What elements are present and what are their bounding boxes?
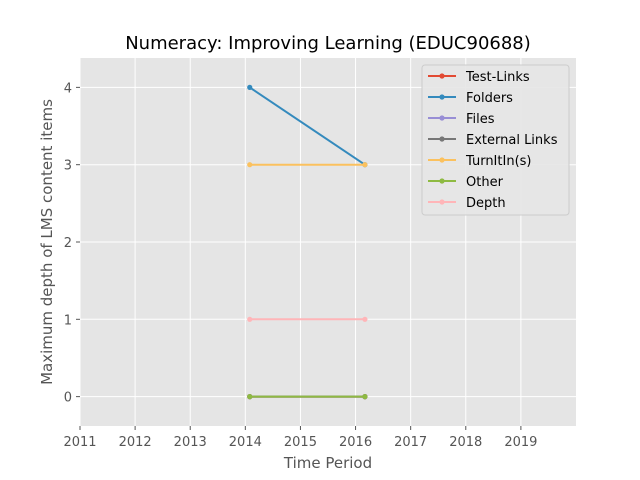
legend-label: Depth <box>466 196 506 211</box>
x-tick-label: 2011 <box>63 435 96 450</box>
x-tick-label: 2012 <box>119 435 152 450</box>
legend-marker <box>439 157 445 163</box>
legend-marker <box>439 115 445 121</box>
series-turnitin-s <box>247 162 368 168</box>
y-tick-label: 0 <box>64 391 72 406</box>
legend-item: Files <box>428 112 495 127</box>
legend-label: External Links <box>466 133 558 148</box>
data-point <box>247 162 253 168</box>
legend-item: Depth <box>428 196 506 211</box>
y-tick-label: 2 <box>64 236 72 251</box>
y-axis-label: Maximum depth of LMS content items <box>38 99 56 385</box>
data-point <box>247 84 253 90</box>
legend-label: Other <box>466 175 504 190</box>
y-tick-label: 4 <box>64 81 72 96</box>
legend-label: TurnItIn(s) <box>465 154 531 169</box>
data-point <box>362 394 368 400</box>
data-point <box>247 394 253 400</box>
series-line <box>249 86 366 166</box>
legend-marker <box>439 178 445 184</box>
legend-item: TurnItIn(s) <box>428 154 531 169</box>
legend-item: External Links <box>428 133 558 148</box>
x-axis-ticks: 2011 2012 2013 2014 2015 2016 2017 2018 2019 <box>63 426 537 450</box>
legend-marker <box>439 94 445 100</box>
x-tick-label: 2014 <box>229 435 262 450</box>
x-tick-label: 2017 <box>394 435 427 450</box>
y-tick-label: 3 <box>64 159 72 174</box>
series-depth <box>247 316 368 322</box>
x-tick-label: 2016 <box>339 435 372 450</box>
x-tick-label: 2013 <box>174 435 207 450</box>
x-axis-label: Time Period <box>283 454 372 472</box>
chart-title: Numeracy: Improving Learning (EDUC90688) <box>125 33 531 54</box>
y-axis-ticks: 0 1 2 3 4 <box>64 81 80 406</box>
data-point <box>362 316 368 322</box>
data-point <box>362 162 368 168</box>
legend-label: Folders <box>466 91 513 106</box>
legend-box <box>421 64 570 216</box>
legend-marker <box>439 199 445 205</box>
y-tick-label: 1 <box>64 313 72 328</box>
x-tick-label: 2015 <box>284 435 317 450</box>
legend-label: Test-Links <box>465 70 530 85</box>
data-point <box>247 316 253 322</box>
legend-marker <box>439 136 445 142</box>
legend-label: Files <box>466 112 495 127</box>
legend-item: Test-Links <box>428 70 530 85</box>
legend-item: Other <box>428 175 504 190</box>
legend: Test-Links Folders Files External Links Turn… <box>421 64 570 216</box>
x-tick-label: 2018 <box>449 435 482 450</box>
legend-item: Folders <box>428 91 513 106</box>
series-other <box>247 394 368 400</box>
x-tick-label: 2019 <box>504 435 537 450</box>
series-group <box>247 84 368 400</box>
legend-marker <box>439 73 445 79</box>
